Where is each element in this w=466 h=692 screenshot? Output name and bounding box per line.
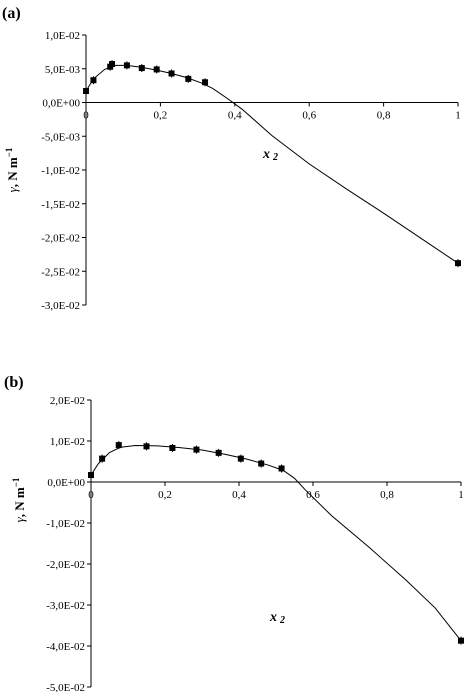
panel-label: (b) bbox=[4, 374, 24, 391]
chart-panel-1: (a) 1,0E-02 5,0E-03 0,0E+00 -5,0E-03 -1,0E-02… bbox=[2, 5, 461, 312]
x-tick-label: 0,8 bbox=[377, 110, 391, 122]
x-tick-label: 0,6 bbox=[306, 489, 320, 501]
y-tick-label: 0,0E+00 bbox=[42, 98, 80, 110]
data-point bbox=[258, 460, 265, 467]
y-tick-label: -4,0E-02 bbox=[46, 641, 85, 653]
series-fit-line bbox=[85, 64, 459, 264]
x-axis-title-subscript: 2 bbox=[279, 615, 285, 626]
data-point bbox=[193, 446, 200, 453]
x-tick-label: 0 bbox=[88, 489, 94, 501]
x-axis-title-subscript: 2 bbox=[272, 152, 278, 163]
x-tick-label: 0,8 bbox=[380, 489, 394, 501]
y-tick-label: 0,0E+00 bbox=[47, 477, 85, 489]
y-tick-label: -2,0E-02 bbox=[46, 559, 85, 571]
data-point bbox=[143, 443, 150, 450]
data-point bbox=[215, 449, 222, 456]
data-point bbox=[168, 70, 175, 77]
y-tick-label: -1,5E-02 bbox=[41, 199, 80, 211]
y-axis-title-exponent: −1 bbox=[4, 147, 14, 157]
y-tick-label: -2,0E-02 bbox=[41, 233, 80, 245]
y-tick-label: -3,0E-02 bbox=[46, 600, 85, 612]
y-axis-title-units: , N m bbox=[12, 487, 27, 517]
data-point bbox=[138, 65, 145, 72]
data-point bbox=[99, 455, 106, 462]
data-point bbox=[115, 442, 122, 449]
y-tick-label: -5,0E-03 bbox=[41, 131, 80, 143]
x-tick-label: 0,4 bbox=[228, 110, 242, 122]
y-axis-title: γ, N m−1 bbox=[11, 477, 27, 522]
y-tick-label: 1,0E-02 bbox=[50, 436, 85, 448]
x-tick-label: 1 bbox=[458, 489, 464, 501]
x-axis-title-symbol: x bbox=[269, 610, 277, 625]
y-tick-label: 1,0E-02 bbox=[45, 30, 80, 42]
data-point bbox=[458, 637, 464, 644]
y-tick-label: 2,0E-02 bbox=[50, 395, 85, 407]
x-axis-title-symbol: x bbox=[262, 147, 270, 162]
y-tick-label: -1,0E-02 bbox=[46, 518, 85, 530]
data-point bbox=[123, 62, 130, 69]
x-tick-label: 0,2 bbox=[154, 110, 168, 122]
chart-panel-2: (b) 2,0E-02 1,0E-02 0,0E+00 -1,0E-02 -2,0E-02… bbox=[4, 374, 464, 692]
data-point bbox=[185, 75, 192, 82]
data-point bbox=[83, 88, 89, 95]
y-axis-title-symbol: γ bbox=[12, 516, 27, 522]
y-tick-label: -2,5E-02 bbox=[41, 266, 80, 278]
data-point bbox=[169, 444, 176, 451]
data-point bbox=[109, 61, 116, 68]
data-point bbox=[88, 472, 94, 479]
x-tick-label: 0,6 bbox=[302, 110, 316, 122]
data-point bbox=[202, 79, 209, 86]
y-axis-title: γ, N m−1 bbox=[4, 147, 20, 192]
y-axis-title-symbol: γ bbox=[5, 186, 20, 192]
data-point bbox=[237, 455, 244, 462]
y-axis-title-units: , N m bbox=[5, 157, 20, 187]
x-tick-label: 0 bbox=[83, 110, 89, 122]
y-tick-label: -5,0E-02 bbox=[46, 682, 85, 692]
data-point bbox=[90, 77, 97, 84]
y-axis-title-exponent: −1 bbox=[11, 477, 21, 487]
x-tick-label: 0,4 bbox=[232, 489, 246, 501]
y-tick-label: 5,0E-03 bbox=[45, 64, 81, 76]
y-tick-label: -3,0E-02 bbox=[41, 300, 80, 312]
data-point bbox=[153, 66, 160, 73]
data-point bbox=[455, 260, 461, 267]
panel-label: (a) bbox=[2, 5, 21, 22]
x-tick-label: 1 bbox=[455, 110, 461, 122]
data-point bbox=[278, 465, 285, 472]
y-tick-label: -1,0E-02 bbox=[41, 165, 80, 177]
x-tick-label: 0,2 bbox=[158, 489, 172, 501]
